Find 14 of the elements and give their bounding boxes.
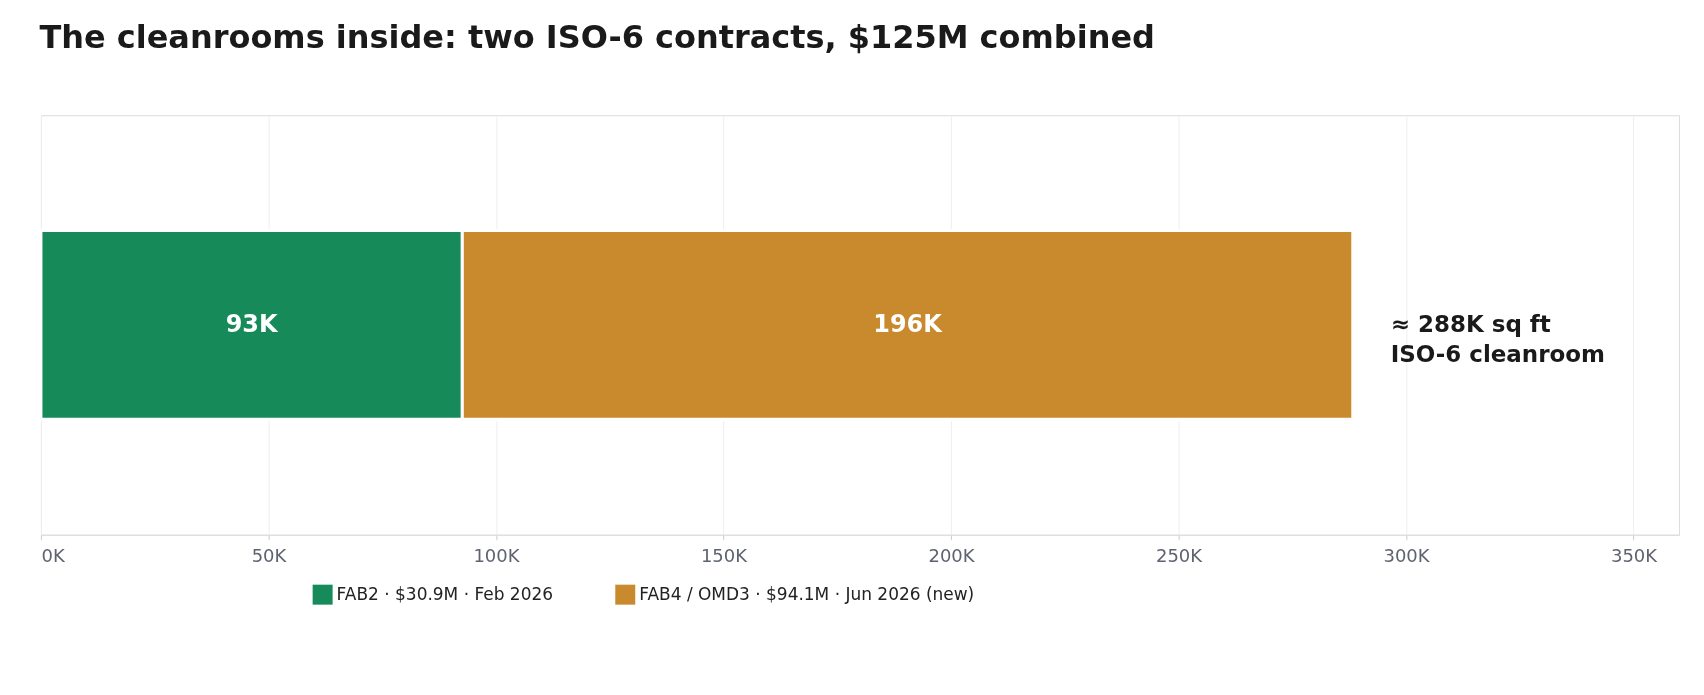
data-label: 93K — [225, 309, 280, 338]
x-tick-label: 300K — [1383, 545, 1431, 567]
x-tick-label: 150K — [700, 545, 749, 567]
x-tick-label: 250K — [1155, 545, 1204, 567]
legend-label: FAB4 / OMD3 · $94.1M · Jun 2026 (new) — [639, 583, 975, 604]
x-tick-label: 50K — [251, 545, 288, 567]
legend-label: FAB2 · $30.9M · Feb 2026 — [336, 583, 554, 604]
x-tick-label: 100K — [473, 545, 521, 567]
annotation: ≈ 288K sq ft ISO-6 cleanroom — [1390, 310, 1606, 367]
x-tick-label: 350K — [1610, 545, 1659, 567]
chart-title: The cleanrooms inside: two ISO-6 contracts, $125M combined — [39, 18, 1155, 57]
x-tick-label: 0K — [41, 545, 66, 567]
x-tick-label: 200K — [928, 545, 976, 567]
data-label: 196K — [873, 309, 944, 338]
